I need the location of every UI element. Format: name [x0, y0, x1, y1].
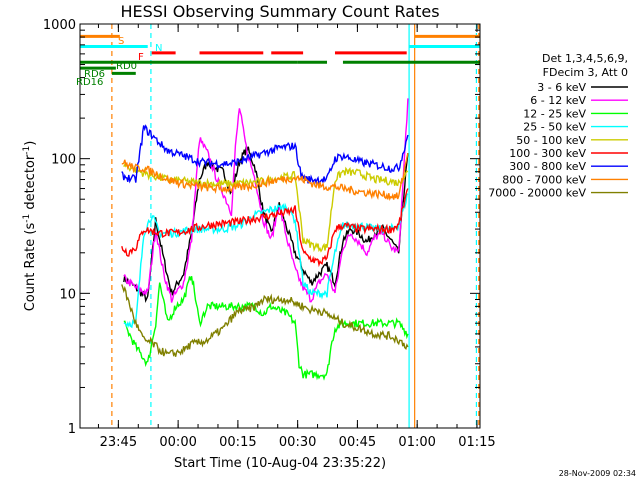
y-axis-label: Count Rate (s-1 detector-1)	[22, 141, 38, 312]
series-line-5	[121, 188, 409, 268]
legend-entry-label: 300 - 800 keV	[509, 160, 586, 173]
y-label-end: )	[23, 141, 38, 146]
legend-entry-label: 25 - 50 keV	[523, 121, 586, 134]
y-label-mid: detector	[23, 154, 38, 214]
flags-layer	[80, 34, 480, 75]
x-tick-label: 00:00	[159, 435, 196, 450]
legend-entry-label: 12 - 25 keV	[523, 107, 586, 120]
y-label-sup1: -1	[22, 214, 32, 223]
series-line-1	[123, 98, 409, 303]
plot-frame	[79, 23, 481, 429]
series-line-2	[123, 276, 409, 381]
flag-label: N	[155, 43, 162, 54]
y-tick-label: 100	[51, 153, 76, 168]
series-line-0	[123, 146, 409, 304]
series-line-7	[121, 152, 409, 201]
legend-entry-label: 6 - 12 keV	[530, 94, 586, 107]
event-markers	[111, 24, 480, 428]
flag-label: F	[138, 52, 144, 63]
y-tick-label: 1	[68, 422, 76, 437]
flag-label: RD16	[76, 77, 103, 88]
x-tick-label: 00:45	[339, 435, 376, 450]
y-label-main: Count Rate (s	[23, 223, 38, 312]
y-label-sup2: -1	[22, 146, 32, 155]
chart-title: HESSI Observing Summary Count Rates	[120, 2, 439, 21]
series-layer	[121, 98, 409, 381]
x-tick-label: 00:30	[279, 435, 316, 450]
plot-area	[79, 23, 481, 429]
legend-entry-label: 100 - 300 keV	[509, 147, 586, 160]
x-tick-label: 00:15	[219, 435, 256, 450]
legend-entry-label: 7000 - 20000 keV	[488, 187, 586, 200]
x-tick-label: 01:00	[398, 435, 435, 450]
legend-header-2: FDecim 3, Att 0	[543, 66, 628, 79]
series-line-6	[121, 124, 409, 186]
y-tick-label: 10	[59, 287, 76, 302]
flag-label: RD6	[84, 69, 105, 80]
generation-timestamp: 28-Nov-2009 02:34	[559, 469, 636, 478]
y-tick-label: 1000	[43, 18, 76, 33]
legend-entry-label: 50 - 100 keV	[516, 134, 586, 147]
x-tick-label: 01:15	[458, 435, 495, 450]
legend-entry-label: 3 - 6 keV	[537, 81, 586, 94]
x-tick-label: 23:45	[100, 435, 137, 450]
legend: Det 1,3,4,5,6,9, FDecim 3, Att 0 3 - 6 k…	[488, 52, 628, 200]
flag-label: S	[118, 36, 124, 47]
legend-entry-label: 800 - 7000 keV	[502, 173, 586, 186]
series-line-8	[121, 284, 409, 357]
x-axis: 23:45 00:00 00:15 00:30 00:45 01:00 01:15	[97, 24, 496, 450]
x-axis-label: Start Time (10-Aug-04 23:35:22)	[174, 456, 386, 471]
y-axis: 1 10 100 1000	[43, 18, 480, 437]
flag-label: RD0	[116, 61, 137, 72]
legend-header-1: Det 1,3,4,5,6,9,	[542, 52, 628, 65]
